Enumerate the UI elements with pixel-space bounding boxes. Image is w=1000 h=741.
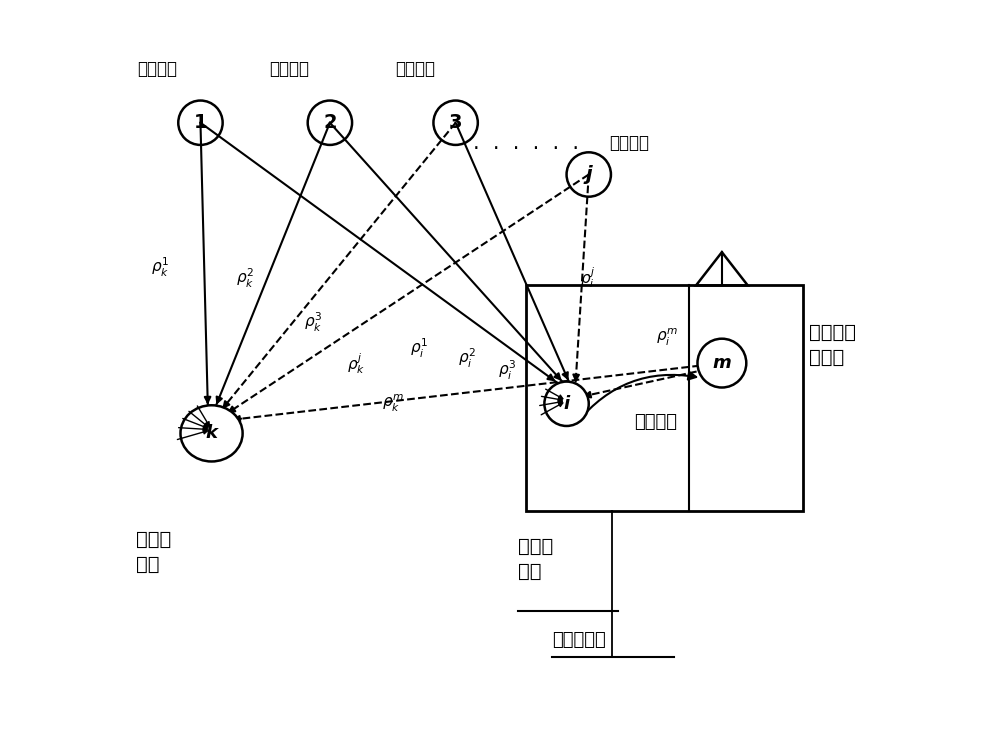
FancyArrowPatch shape	[577, 372, 696, 422]
Text: $\rho_k^3$: $\rho_k^3$	[304, 310, 323, 334]
Text: $\rho_i^2$: $\rho_i^2$	[458, 346, 476, 370]
Text: $\rho_i^1$: $\rho_i^1$	[410, 336, 428, 360]
Text: $\rho_i^j$: $\rho_i^j$	[580, 265, 595, 290]
Text: 2: 2	[323, 113, 337, 132]
Text: 导航电文: 导航电文	[634, 413, 677, 431]
Text: 信号差分
伪卫星: 信号差分 伪卫星	[809, 322, 856, 367]
Text: ·  ·  ·  ·  ·  ·: · · · · · ·	[473, 139, 579, 159]
Ellipse shape	[180, 405, 243, 462]
Text: $\rho_k^m$: $\rho_k^m$	[382, 393, 404, 414]
Text: 用户接
收机: 用户接 收机	[136, 530, 171, 574]
Text: 导航卫星: 导航卫星	[395, 60, 435, 79]
Text: k: k	[206, 425, 218, 442]
Text: 同步接
收机: 同步接 收机	[518, 537, 553, 581]
Text: j: j	[585, 165, 592, 184]
Text: 1: 1	[194, 113, 207, 132]
Text: 3: 3	[449, 113, 462, 132]
Text: 信号发射机: 信号发射机	[552, 631, 606, 649]
Circle shape	[544, 382, 589, 426]
Text: $\rho_k^1$: $\rho_k^1$	[151, 256, 169, 279]
Text: $\rho_i^3$: $\rho_i^3$	[498, 359, 517, 382]
Text: 导航卫星: 导航卫星	[609, 134, 649, 153]
Text: m: m	[713, 354, 731, 372]
Text: 导航卫星: 导航卫星	[138, 60, 178, 79]
Circle shape	[697, 339, 746, 388]
Bar	[526, 285, 803, 511]
Text: $\rho_k^2$: $\rho_k^2$	[236, 267, 254, 290]
Text: $\rho_k^j$: $\rho_k^j$	[347, 350, 365, 376]
Text: 导航卫星: 导航卫星	[269, 60, 309, 79]
Text: i: i	[564, 395, 570, 413]
Text: $\rho_i^m$: $\rho_i^m$	[656, 327, 678, 348]
